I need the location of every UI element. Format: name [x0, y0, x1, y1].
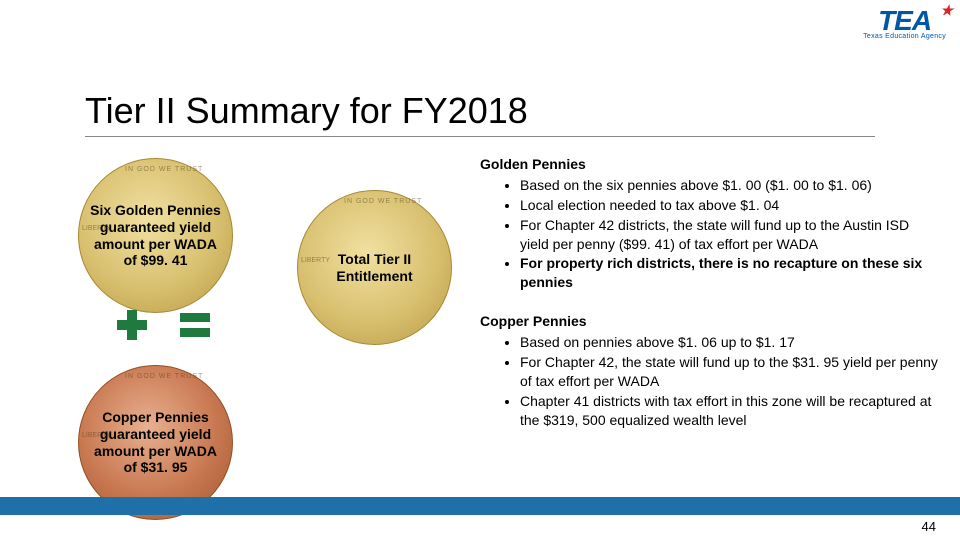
logo-text: TEA ★ [863, 8, 946, 33]
golden-penny-coin: Six Golden Pennies guaranteed yield amou… [78, 158, 233, 313]
golden-bullets: Based on the six pennies above $1. 00 ($… [480, 176, 940, 292]
golden-bullet-4: For property rich districts, there is no… [520, 254, 940, 292]
plus-icon [117, 310, 147, 340]
equals-icon [180, 310, 210, 340]
copper-bullet-3: Chapter 41 districts with tax effort in … [520, 392, 940, 430]
golden-coin-text: Six Golden Pennies guaranteed yield amou… [79, 202, 232, 269]
logo-main-text: TEA [878, 5, 931, 36]
golden-title: Golden Pennies [480, 155, 940, 174]
copper-bullet-1: Based on pennies above $1. 06 up to $1. … [520, 333, 940, 352]
right-column: Golden Pennies Based on the six pennies … [480, 155, 940, 431]
copper-bullets: Based on pennies above $1. 06 up to $1. … [480, 333, 940, 429]
footer-bar [0, 497, 960, 515]
coin-motto: IN GOD WE TRUST [344, 198, 422, 205]
golden-bullet-3: For Chapter 42 districts, the state will… [520, 216, 940, 254]
coin-liberty: LIBERTY [82, 432, 111, 439]
golden-bullet-2: Local election needed to tax above $1. 0… [520, 196, 940, 215]
total-entitlement-coin: Total Tier II Entitlement [297, 190, 452, 345]
copper-coin-text: Copper Pennies guaranteed yield amount p… [79, 409, 232, 476]
coin-liberty: LIBERTY [301, 257, 330, 264]
page-title: Tier II Summary for FY2018 [85, 90, 528, 132]
logo-star-icon: ★ [940, 4, 952, 17]
page-number: 44 [922, 519, 936, 534]
golden-bullet-1: Based on the six pennies above $1. 00 ($… [520, 176, 940, 195]
middle-coin-text: Total Tier II Entitlement [298, 251, 451, 285]
coin-motto: IN GOD WE TRUST [125, 373, 203, 380]
tea-logo: TEA ★ Texas Education Agency [863, 8, 946, 40]
golden-pennies-block: Golden Pennies Based on the six pennies … [480, 155, 940, 292]
copper-title: Copper Pennies [480, 312, 940, 331]
copper-bullet-2: For Chapter 42, the state will fund up t… [520, 353, 940, 391]
coin-liberty: LIBERTY [82, 225, 111, 232]
copper-pennies-block: Copper Pennies Based on pennies above $1… [480, 312, 940, 429]
coin-motto: IN GOD WE TRUST [125, 166, 203, 173]
title-underline [85, 136, 875, 137]
